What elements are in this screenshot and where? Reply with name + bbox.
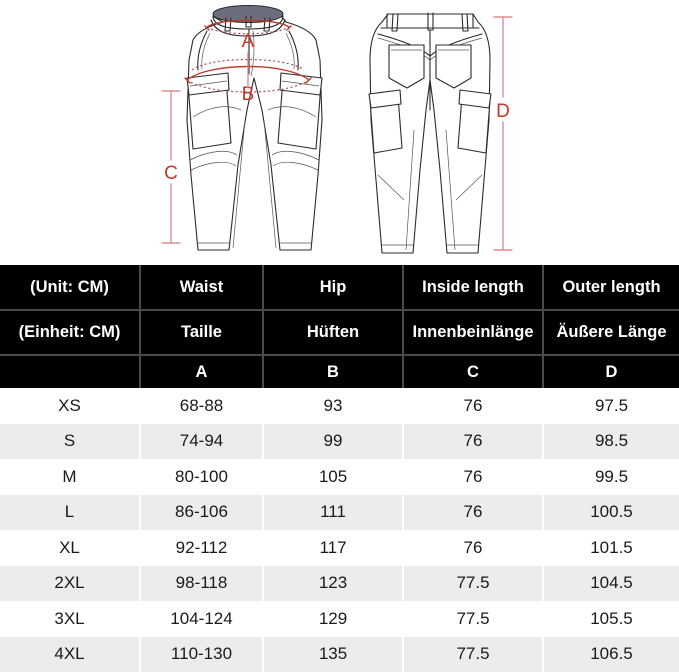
header-unit-de: (Einheit: CM) xyxy=(0,310,141,356)
cell-inside: 77.5 xyxy=(403,636,544,672)
cell-size: 4XL xyxy=(0,636,141,672)
cell-waist: 68-88 xyxy=(140,388,264,424)
measure-d-outer-length: D xyxy=(493,16,513,251)
header-outer-length-en: Outer length xyxy=(543,265,679,311)
cell-hip: 99 xyxy=(263,423,404,459)
header-row-german: (Einheit: CM) Taille Hüften Innenbeinlän… xyxy=(0,310,679,356)
cell-size: S xyxy=(0,423,141,459)
header-hip-de: Hüften xyxy=(263,310,404,356)
cell-waist: 92-112 xyxy=(140,530,264,566)
header-inside-length-en: Inside length xyxy=(403,265,544,311)
cell-inside: 76 xyxy=(403,388,544,424)
table-body: XS 68-88 93 76 97.5 S 74-94 99 76 98.5 M… xyxy=(0,388,679,672)
cell-hip: 129 xyxy=(263,601,404,637)
header-letter-blank xyxy=(0,355,141,388)
cell-outer: 98.5 xyxy=(543,423,679,459)
table-row: 3XL 104-124 129 77.5 105.5 xyxy=(0,601,679,637)
table-row: M 80-100 105 76 99.5 xyxy=(0,459,679,495)
pants-back-view xyxy=(368,12,492,254)
cell-size: L xyxy=(0,494,141,530)
cell-size: 3XL xyxy=(0,601,141,637)
cell-outer: 106.5 xyxy=(543,636,679,672)
cell-inside: 76 xyxy=(403,530,544,566)
table-row: S 74-94 99 76 98.5 xyxy=(0,423,679,459)
table-row: XL 92-112 117 76 101.5 xyxy=(0,530,679,566)
measure-b-hip: B xyxy=(184,51,312,105)
cell-waist: 80-100 xyxy=(140,459,264,495)
measure-label-d: D xyxy=(496,101,510,122)
cell-waist: 110-130 xyxy=(140,636,264,672)
cell-hip: 93 xyxy=(263,388,404,424)
measure-a-waist: A xyxy=(204,19,292,52)
cell-size: 2XL xyxy=(0,565,141,601)
cell-hip: 105 xyxy=(263,459,404,495)
size-chart-table: (Unit: CM) Waist Hip Inside length Outer… xyxy=(0,265,679,672)
cell-hip: 111 xyxy=(263,494,404,530)
measure-label-a: A xyxy=(242,31,255,52)
table-row: 2XL 98-118 123 77.5 104.5 xyxy=(0,565,679,601)
cell-hip: 117 xyxy=(263,530,404,566)
cell-outer: 100.5 xyxy=(543,494,679,530)
measure-label-c: C xyxy=(164,163,178,184)
cell-waist: 74-94 xyxy=(140,423,264,459)
header-letter-c: C xyxy=(403,355,544,388)
header-letter-a: A xyxy=(140,355,264,388)
header-letter-b: B xyxy=(263,355,404,388)
pants-front-view xyxy=(186,5,323,251)
cell-inside: 77.5 xyxy=(403,565,544,601)
cell-hip: 135 xyxy=(263,636,404,672)
table-row: 4XL 110-130 135 77.5 106.5 xyxy=(0,636,679,672)
header-outer-length-de: Äußere Länge xyxy=(543,310,679,356)
diagram-svg: .gline { fill:none; stroke:#2b2b2b; stro… xyxy=(161,5,513,254)
cell-size: M xyxy=(0,459,141,495)
cell-outer: 99.5 xyxy=(543,459,679,495)
header-hip-en: Hip xyxy=(263,265,404,311)
header-letter-d: D xyxy=(543,355,679,388)
cell-outer: 97.5 xyxy=(543,388,679,424)
header-row-letters: A B C D xyxy=(0,355,679,388)
cell-size: XS xyxy=(0,388,141,424)
size-table-container: (Unit: CM) Waist Hip Inside length Outer… xyxy=(0,265,679,672)
cell-outer: 105.5 xyxy=(543,601,679,637)
cell-outer: 101.5 xyxy=(543,530,679,566)
header-waist-de: Taille xyxy=(140,310,264,356)
header-inside-length-de: Innenbeinlänge xyxy=(403,310,544,356)
cell-waist: 104-124 xyxy=(140,601,264,637)
cell-inside: 77.5 xyxy=(403,601,544,637)
measure-c-inside-length: C xyxy=(161,90,181,244)
cell-size: XL xyxy=(0,530,141,566)
cell-inside: 76 xyxy=(403,459,544,495)
cell-hip: 123 xyxy=(263,565,404,601)
header-waist-en: Waist xyxy=(140,265,264,311)
measure-label-b: B xyxy=(242,84,255,105)
cell-inside: 76 xyxy=(403,423,544,459)
cell-waist: 86-106 xyxy=(140,494,264,530)
cell-inside: 76 xyxy=(403,494,544,530)
table-row: L 86-106 111 76 100.5 xyxy=(0,494,679,530)
header-unit-en: (Unit: CM) xyxy=(0,265,141,311)
table-header: (Unit: CM) Waist Hip Inside length Outer… xyxy=(0,265,679,388)
cell-waist: 98-118 xyxy=(140,565,264,601)
garment-diagram: .gline { fill:none; stroke:#2b2b2b; stro… xyxy=(0,0,679,265)
header-row-english: (Unit: CM) Waist Hip Inside length Outer… xyxy=(0,265,679,311)
cell-outer: 104.5 xyxy=(543,565,679,601)
table-row: XS 68-88 93 76 97.5 xyxy=(0,388,679,424)
